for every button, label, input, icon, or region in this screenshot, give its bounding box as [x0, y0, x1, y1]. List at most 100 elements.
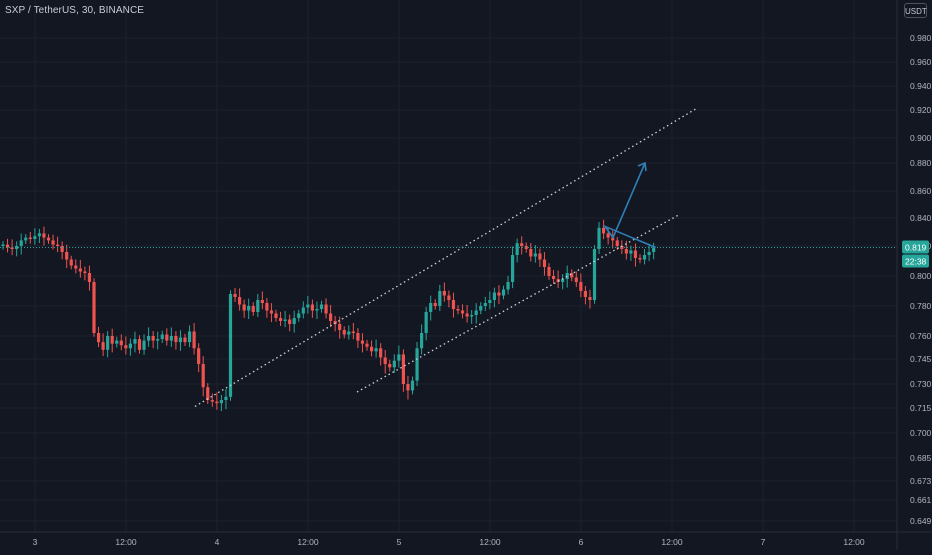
candle-body — [324, 304, 328, 314]
y-tick-label: 0.661 — [910, 495, 932, 505]
candle-body — [479, 306, 483, 311]
candle-body — [228, 294, 233, 397]
candle-body — [438, 291, 442, 306]
candle-body — [529, 249, 533, 257]
candle-body — [561, 279, 565, 282]
x-tick-label: 12:00 — [843, 537, 865, 547]
candle-body — [51, 240, 55, 245]
y-tick-label: 0.780 — [910, 301, 932, 311]
y-tick-label: 0.673 — [910, 476, 932, 486]
candle-body — [511, 255, 515, 282]
candle-body — [224, 396, 228, 400]
candle-body — [315, 309, 319, 311]
candle-body — [374, 348, 378, 352]
candle-body — [42, 233, 46, 238]
candle-body — [615, 240, 619, 246]
candle-body — [542, 259, 547, 267]
candle-body — [106, 336, 110, 350]
candle-body — [647, 252, 651, 255]
candle-body — [606, 233, 610, 238]
candle-body — [1, 244, 5, 246]
symbol-title[interactable]: SXP / TetherUS, 30, BINANCE — [5, 5, 145, 16]
candle-body — [278, 318, 283, 321]
y-tick-label: 0.745 — [910, 354, 932, 364]
candle-body — [338, 324, 342, 330]
candle-body — [319, 304, 324, 309]
candle-body — [15, 246, 19, 249]
candle-body — [602, 227, 606, 234]
candle-body — [456, 309, 460, 311]
candle-body — [210, 400, 214, 402]
candle-body — [492, 292, 496, 300]
x-tick-label: 6 — [579, 537, 584, 547]
candle-body — [124, 345, 128, 349]
candle-body — [506, 282, 510, 290]
candle-body — [501, 289, 506, 296]
candle-body — [329, 313, 333, 321]
candle-body — [33, 236, 37, 239]
candle-body — [133, 339, 137, 344]
countdown-label-bg — [902, 254, 929, 268]
x-tick-label: 3 — [33, 537, 38, 547]
projection-arrowhead — [637, 161, 647, 172]
candle-body — [597, 227, 601, 249]
candle-body — [392, 360, 396, 368]
candle-body — [347, 331, 351, 335]
candle-body — [187, 331, 192, 343]
candle-body — [128, 343, 132, 349]
candle-body — [46, 237, 51, 241]
candle-body — [551, 276, 556, 279]
y-tick-label: 0.760 — [910, 331, 932, 341]
candle-body — [269, 310, 274, 314]
candle-body — [642, 255, 647, 260]
candle-body — [238, 297, 242, 305]
candle-body — [515, 243, 519, 255]
candle-body — [388, 364, 392, 368]
projection-path[interactable] — [602, 162, 656, 249]
candle-body — [420, 333, 424, 349]
channel-upper-line[interactable] — [194, 108, 697, 407]
y-tick-label: 0.715 — [910, 403, 932, 413]
candle-body — [633, 250, 638, 258]
x-tick-label: 5 — [397, 537, 402, 547]
candle-body — [274, 313, 278, 318]
candle-body — [383, 357, 387, 364]
candle-body — [251, 306, 255, 312]
candle-body — [288, 319, 292, 324]
candle-body — [652, 247, 656, 252]
candle-body — [410, 380, 415, 391]
candle-body — [497, 292, 501, 296]
candle-body — [442, 291, 446, 296]
candle-body — [611, 237, 615, 241]
candle-body — [24, 237, 28, 241]
candle-body — [588, 297, 592, 300]
candle-body — [119, 340, 123, 346]
candle-body — [197, 348, 201, 364]
candle-body — [142, 340, 146, 350]
candle-body — [310, 304, 314, 311]
y-tick-label: 0.940 — [910, 81, 932, 91]
candle-body — [260, 300, 264, 303]
currency-button[interactable]: USDT — [904, 3, 927, 18]
y-tick-label: 0.860 — [910, 186, 932, 196]
y-tick-label: 0.685 — [910, 453, 932, 463]
candle-body — [151, 336, 155, 341]
candle-body — [60, 246, 64, 252]
candle-body — [474, 310, 478, 315]
candle-body — [178, 337, 183, 343]
candle-body — [583, 291, 587, 297]
candle-body — [110, 336, 114, 344]
y-tick-label: 0.800 — [910, 271, 932, 281]
candle-body — [447, 295, 451, 300]
y-tick-label: 0.980 — [910, 33, 932, 43]
candle-body — [19, 240, 23, 246]
candle-body — [301, 307, 305, 314]
candle-body — [156, 339, 160, 341]
candle-body — [247, 306, 251, 311]
candle-body — [524, 246, 528, 249]
candle-body — [242, 304, 246, 311]
candle-body — [256, 300, 260, 312]
candle-body — [115, 340, 119, 344]
